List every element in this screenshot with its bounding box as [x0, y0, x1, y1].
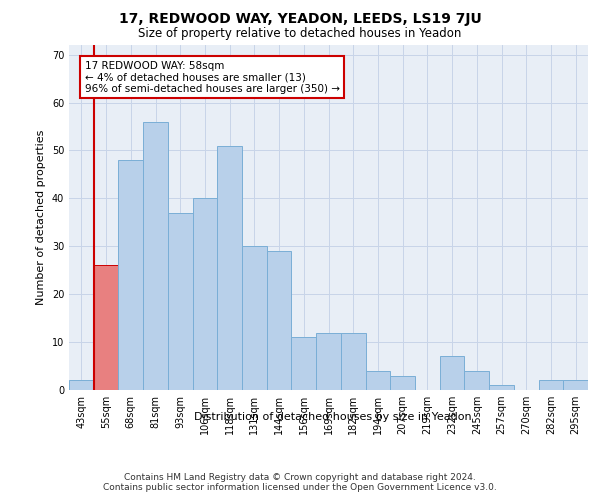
Bar — [563, 380, 588, 390]
Text: Size of property relative to detached houses in Yeadon: Size of property relative to detached ho… — [139, 28, 461, 40]
Bar — [440, 356, 464, 390]
Bar — [94, 266, 118, 390]
Bar — [390, 376, 415, 390]
Y-axis label: Number of detached properties: Number of detached properties — [36, 130, 46, 305]
Bar — [193, 198, 217, 390]
Bar — [539, 380, 563, 390]
Bar — [365, 371, 390, 390]
Bar — [267, 251, 292, 390]
Text: Contains HM Land Registry data © Crown copyright and database right 2024.
Contai: Contains HM Land Registry data © Crown c… — [103, 473, 497, 492]
Bar — [489, 385, 514, 390]
Bar — [292, 338, 316, 390]
Bar — [341, 332, 365, 390]
Bar — [217, 146, 242, 390]
Bar — [242, 246, 267, 390]
Text: 17, REDWOOD WAY, YEADON, LEEDS, LS19 7JU: 17, REDWOOD WAY, YEADON, LEEDS, LS19 7JU — [119, 12, 481, 26]
Bar — [143, 122, 168, 390]
Text: Distribution of detached houses by size in Yeadon: Distribution of detached houses by size … — [194, 412, 472, 422]
Bar — [168, 212, 193, 390]
Text: 17 REDWOOD WAY: 58sqm
← 4% of detached houses are smaller (13)
96% of semi-detac: 17 REDWOOD WAY: 58sqm ← 4% of detached h… — [85, 60, 340, 94]
Bar — [118, 160, 143, 390]
Bar — [316, 332, 341, 390]
Bar — [464, 371, 489, 390]
Bar — [69, 380, 94, 390]
